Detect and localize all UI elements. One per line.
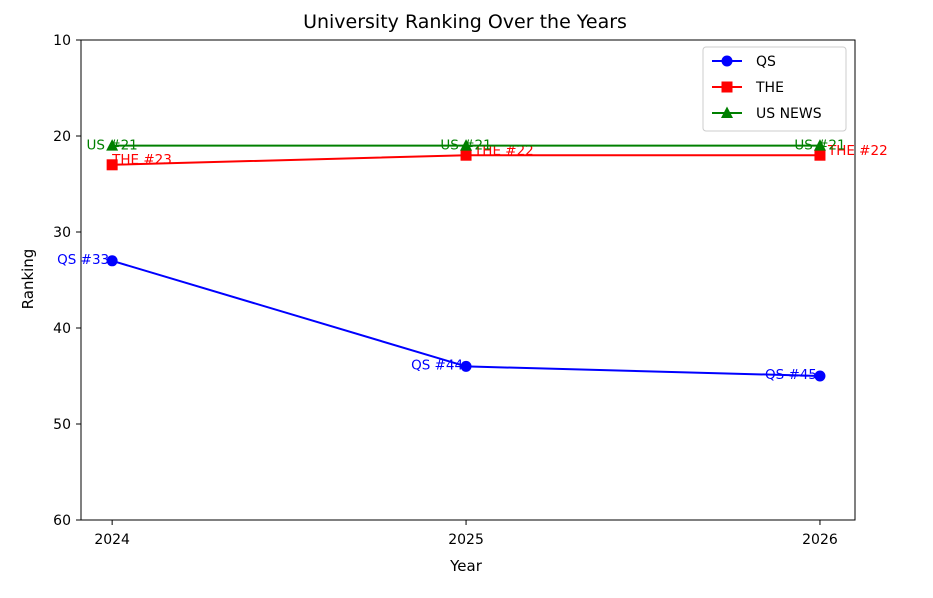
legend-marker-icon <box>721 106 733 118</box>
data-label: US #21 <box>440 138 491 154</box>
data-label: THE #23 <box>111 152 172 168</box>
y-tick-label: 60 <box>53 513 71 529</box>
y-tick-label: 20 <box>53 129 71 145</box>
legend-label: US NEWS <box>756 106 822 122</box>
legend-entry: QS <box>712 54 776 70</box>
chart-title: University Ranking Over the Years <box>303 11 627 33</box>
data-point-us-news <box>460 139 473 151</box>
legend: QS THE US NEWS <box>702 46 847 132</box>
data-label: QS #44 <box>411 357 463 373</box>
x-tick-label: 2026 <box>802 532 838 548</box>
legend-entry: US NEWS <box>712 106 822 122</box>
plot-area: 10 20 30 40 50 60 2024 2025 2026 QS #33 QS #44 QS #… <box>53 33 888 548</box>
data-point-qs <box>814 370 826 382</box>
legend-marker-icon <box>721 55 733 67</box>
plot-frame <box>80 39 856 521</box>
data-label: THE #22 <box>827 143 888 159</box>
data-point-qs <box>106 255 118 267</box>
data-label: QS #33 <box>57 252 109 268</box>
y-tick-label: 40 <box>53 321 71 337</box>
y-axis-label: Ranking <box>19 249 37 310</box>
series-line-qs <box>111 259 820 377</box>
data-point-us-news <box>813 139 826 151</box>
y-tick-label: 10 <box>53 33 71 49</box>
legend-box <box>702 46 847 132</box>
y-tick-label: 50 <box>53 417 71 433</box>
x-tick-label: 2024 <box>94 532 130 548</box>
legend-label: THE <box>755 80 784 96</box>
x-axis-label: Year <box>449 557 483 575</box>
legend-label: QS <box>756 54 776 70</box>
data-label: US #21 <box>794 138 845 154</box>
data-point-qs <box>460 360 472 372</box>
data-label: THE #22 <box>473 143 534 159</box>
data-point-us-news <box>106 139 119 151</box>
data-point-the <box>460 149 472 161</box>
legend-entry: THE <box>712 80 784 96</box>
x-tick-label: 2025 <box>448 532 484 548</box>
legend-marker-icon <box>721 81 733 93</box>
data-label: QS #45 <box>765 367 817 383</box>
y-tick-label: 30 <box>53 225 71 241</box>
data-point-the <box>106 159 118 171</box>
data-point-the <box>814 149 826 161</box>
data-label: US #21 <box>87 138 138 154</box>
